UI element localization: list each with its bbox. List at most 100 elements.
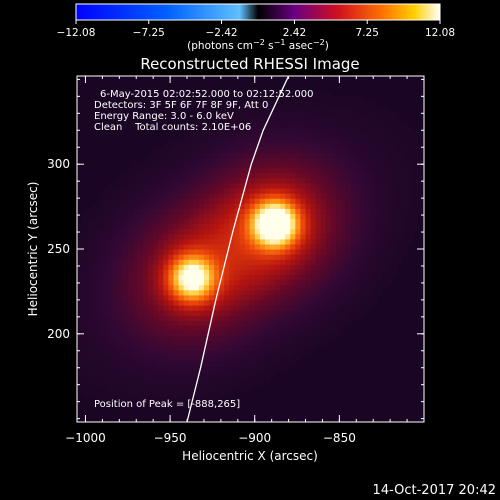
heatmap-cell bbox=[234, 320, 241, 326]
heatmap-cell bbox=[87, 366, 93, 372]
heatmap-cell bbox=[203, 213, 210, 220]
heatmap-cell bbox=[361, 111, 368, 118]
heatmap-cell bbox=[188, 243, 195, 250]
heatmap-cell bbox=[229, 310, 236, 316]
heatmap-cell bbox=[280, 218, 286, 225]
heatmap-cell bbox=[280, 147, 286, 153]
heatmap-cell bbox=[188, 340, 195, 347]
heatmap-cell bbox=[351, 223, 357, 230]
heatmap-cell bbox=[198, 218, 205, 225]
heatmap-cell bbox=[290, 330, 296, 337]
heatmap-cell bbox=[254, 350, 261, 357]
heatmap-cell bbox=[280, 162, 286, 169]
heatmap-cell bbox=[107, 310, 114, 316]
heatmap-cell bbox=[310, 320, 317, 326]
heatmap-cell bbox=[183, 182, 190, 189]
heatmap-cell bbox=[198, 310, 205, 316]
heatmap-cell bbox=[188, 233, 195, 240]
heatmap-cell bbox=[214, 355, 220, 362]
heatmap-cell bbox=[335, 243, 342, 250]
heatmap-cell bbox=[239, 243, 246, 250]
heatmap-cell bbox=[193, 162, 200, 169]
heatmap-cell bbox=[244, 274, 251, 281]
heatmap-cell bbox=[422, 182, 424, 189]
heatmap-cell bbox=[300, 294, 307, 301]
heatmap-cell bbox=[87, 228, 93, 235]
heatmap-cell bbox=[153, 198, 159, 204]
heatmap-cell bbox=[407, 142, 413, 148]
colorbar-tick-label: 2.42 bbox=[283, 27, 306, 39]
heatmap-cell bbox=[361, 167, 368, 174]
heatmap-cell bbox=[275, 101, 281, 108]
heatmap-cell bbox=[244, 259, 251, 265]
heatmap-cell bbox=[244, 320, 251, 326]
heatmap-cell bbox=[117, 243, 124, 250]
heatmap-cell bbox=[92, 208, 98, 214]
heatmap-cell bbox=[366, 223, 373, 230]
heatmap-cell bbox=[198, 345, 205, 352]
heatmap-cell bbox=[229, 335, 236, 342]
heatmap-cell bbox=[407, 213, 413, 220]
heatmap-cell bbox=[198, 269, 205, 276]
heatmap-cell bbox=[402, 243, 408, 250]
heatmap-cell bbox=[381, 228, 388, 235]
heatmap-cell bbox=[305, 249, 312, 255]
heatmap-cell bbox=[143, 279, 149, 286]
heatmap-cell bbox=[107, 325, 114, 332]
heatmap-cell bbox=[127, 218, 134, 225]
heatmap-cell bbox=[239, 366, 246, 372]
heatmap-cell bbox=[361, 259, 368, 265]
heatmap-cell bbox=[224, 208, 230, 214]
heatmap-cell bbox=[168, 233, 175, 240]
heatmap-cell bbox=[153, 177, 159, 184]
heatmap-cell bbox=[300, 243, 307, 250]
heatmap-cell bbox=[254, 218, 261, 225]
heatmap-cell bbox=[239, 289, 246, 296]
heatmap-cell bbox=[244, 254, 251, 260]
heatmap-cell bbox=[168, 325, 175, 332]
heatmap-cell bbox=[198, 279, 205, 286]
heatmap-cell bbox=[320, 340, 327, 347]
heatmap-cell bbox=[285, 116, 291, 123]
heatmap-cell bbox=[376, 111, 383, 118]
heatmap-cell bbox=[173, 172, 180, 179]
heatmap-cell bbox=[117, 304, 124, 311]
heatmap-cell bbox=[198, 350, 205, 357]
heatmap-cell bbox=[310, 254, 317, 260]
heatmap-cell bbox=[132, 238, 139, 245]
heatmap-cell bbox=[214, 376, 220, 382]
heatmap-cell bbox=[356, 198, 362, 204]
heatmap-cell bbox=[107, 208, 114, 214]
heatmap-cell bbox=[214, 182, 220, 189]
heatmap-cell bbox=[386, 167, 393, 174]
heatmap-cell bbox=[300, 320, 307, 326]
heatmap-cell bbox=[92, 228, 98, 235]
heatmap-cell bbox=[97, 284, 103, 291]
heatmap-cell bbox=[137, 350, 144, 357]
heatmap-cell bbox=[341, 325, 347, 332]
heatmap-cell bbox=[285, 310, 291, 316]
heatmap-cell bbox=[183, 315, 190, 321]
heatmap-cell bbox=[214, 310, 220, 316]
heatmap-cell bbox=[178, 254, 185, 260]
heatmap-cell bbox=[112, 223, 119, 230]
heatmap-cell bbox=[381, 223, 388, 230]
heatmap-cell bbox=[173, 208, 180, 214]
heatmap-cell bbox=[158, 310, 164, 316]
heatmap-cell bbox=[97, 366, 103, 372]
heatmap-cell bbox=[178, 340, 185, 347]
heatmap-cell bbox=[391, 228, 398, 235]
heatmap-cell bbox=[92, 335, 98, 342]
heatmap-cell bbox=[300, 187, 307, 194]
heatmap-cell bbox=[122, 228, 129, 235]
heatmap-cell bbox=[402, 137, 408, 143]
heatmap-cell bbox=[300, 340, 307, 347]
heatmap-cell bbox=[122, 203, 129, 209]
heatmap-cell bbox=[122, 284, 129, 291]
heatmap-cell bbox=[168, 187, 175, 194]
heatmap-cell bbox=[249, 335, 256, 342]
heatmap-cell bbox=[239, 106, 246, 113]
heatmap-cell bbox=[127, 335, 134, 342]
heatmap-cell bbox=[168, 264, 175, 270]
heatmap-cell bbox=[259, 203, 266, 209]
